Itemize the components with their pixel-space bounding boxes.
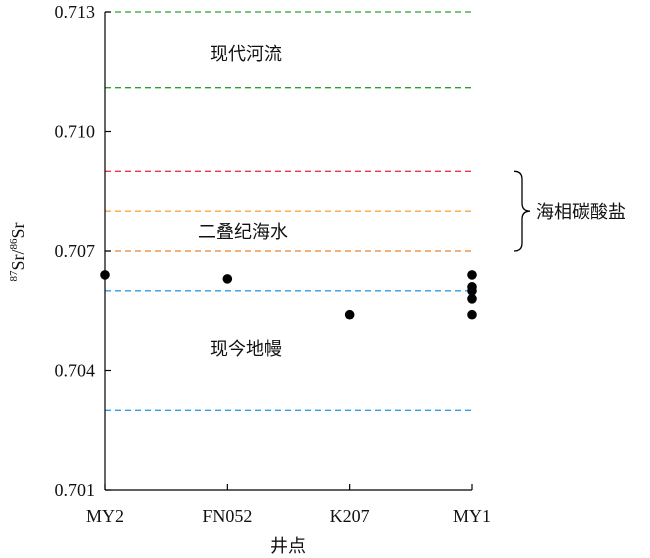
y-tick-label-3: 0.710 [55,122,96,142]
y-axis-title-sup2: 86 [8,238,20,250]
annotation-permian-seawater: 二叠纪海水 [198,222,288,243]
y-axis-title-sup1: 87 [8,270,20,282]
annotation-marine-carbonate: 海相碳酸盐 [536,202,626,223]
data-point-7 [467,309,477,320]
data-point-6 [467,294,477,304]
data-points [100,270,477,320]
y-tick-label-1: 0.704 [55,361,96,381]
x-tick-label-2: K207 [330,506,370,526]
data-point-2 [344,309,355,320]
x-tick-label-0: MY2 [86,506,124,526]
y-axis-title-base1: Sr/ [8,250,28,271]
y-ticks: 0.701 0.704 0.707 0.710 0.713 [55,2,111,500]
annotation-modern-river: 现代河流 [210,44,282,65]
y-axis-title: 87Sr/86Sr [8,222,28,281]
y-tick-label-2: 0.707 [55,241,96,261]
x-tick-label-3: MY1 [453,506,491,526]
y-tick-label-0: 0.701 [55,480,96,500]
x-axis-title: 井点 [270,536,306,557]
reference-lines [105,11,472,411]
data-point-5 [467,286,477,296]
y-axis-title-base2: Sr [8,222,28,238]
data-point-0 [100,270,110,280]
data-point-3 [467,270,477,280]
marine-carbonate-brace [513,170,531,252]
y-tick-label-4: 0.713 [55,2,96,22]
data-point-1 [222,274,233,284]
x-tick-label-1: FN052 [202,506,252,526]
x-ticks: MY2 FN052 K207 MY1 [86,484,491,526]
annotation-present-mantle: 现今地幔 [210,339,282,360]
